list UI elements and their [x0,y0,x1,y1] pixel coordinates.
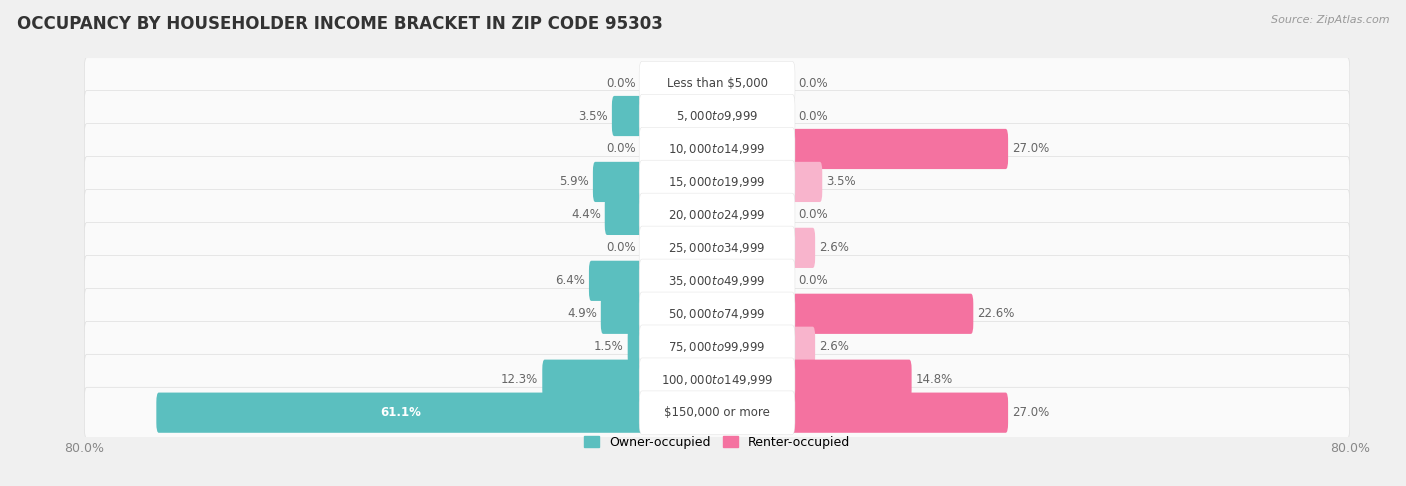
Text: 1.5%: 1.5% [593,340,624,353]
Text: $20,000 to $24,999: $20,000 to $24,999 [668,208,766,222]
FancyBboxPatch shape [593,162,644,202]
FancyBboxPatch shape [543,360,644,400]
FancyBboxPatch shape [640,391,794,434]
Text: 61.1%: 61.1% [380,406,420,419]
FancyBboxPatch shape [640,61,794,105]
FancyBboxPatch shape [84,156,1350,208]
FancyBboxPatch shape [605,195,644,235]
FancyBboxPatch shape [640,193,794,237]
FancyBboxPatch shape [84,387,1350,438]
FancyBboxPatch shape [640,358,794,401]
Text: 2.6%: 2.6% [820,340,849,353]
Text: 0.0%: 0.0% [606,142,636,156]
FancyBboxPatch shape [84,321,1350,372]
Text: OCCUPANCY BY HOUSEHOLDER INCOME BRACKET IN ZIP CODE 95303: OCCUPANCY BY HOUSEHOLDER INCOME BRACKET … [17,15,662,33]
FancyBboxPatch shape [84,256,1350,306]
Text: 3.5%: 3.5% [578,109,607,122]
Text: 5.9%: 5.9% [560,175,589,189]
Text: 0.0%: 0.0% [799,274,828,287]
Text: $150,000 or more: $150,000 or more [664,406,770,419]
FancyBboxPatch shape [790,162,823,202]
Text: 4.9%: 4.9% [567,307,596,320]
FancyBboxPatch shape [640,292,794,335]
Text: 4.4%: 4.4% [571,208,600,222]
Text: 22.6%: 22.6% [977,307,1015,320]
FancyBboxPatch shape [790,360,911,400]
FancyBboxPatch shape [640,259,794,303]
FancyBboxPatch shape [84,123,1350,174]
Legend: Owner-occupied, Renter-occupied: Owner-occupied, Renter-occupied [579,431,855,454]
FancyBboxPatch shape [640,325,794,368]
Text: $10,000 to $14,999: $10,000 to $14,999 [668,142,766,156]
Text: 12.3%: 12.3% [501,373,538,386]
Text: $25,000 to $34,999: $25,000 to $34,999 [668,241,766,255]
Text: 0.0%: 0.0% [606,76,636,89]
Text: 0.0%: 0.0% [799,208,828,222]
FancyBboxPatch shape [640,94,794,138]
FancyBboxPatch shape [790,393,1008,433]
Text: 0.0%: 0.0% [799,109,828,122]
FancyBboxPatch shape [589,260,644,301]
Text: Less than $5,000: Less than $5,000 [666,76,768,89]
FancyBboxPatch shape [640,160,794,204]
FancyBboxPatch shape [84,190,1350,240]
FancyBboxPatch shape [640,127,794,171]
FancyBboxPatch shape [84,90,1350,141]
Text: 0.0%: 0.0% [606,242,636,254]
Text: 14.8%: 14.8% [915,373,953,386]
FancyBboxPatch shape [640,226,794,270]
Text: $75,000 to $99,999: $75,000 to $99,999 [668,340,766,354]
Text: $50,000 to $74,999: $50,000 to $74,999 [668,307,766,321]
Text: 2.6%: 2.6% [820,242,849,254]
FancyBboxPatch shape [84,288,1350,339]
FancyBboxPatch shape [84,223,1350,273]
Text: $5,000 to $9,999: $5,000 to $9,999 [676,109,758,123]
FancyBboxPatch shape [790,129,1008,169]
Text: $15,000 to $19,999: $15,000 to $19,999 [668,175,766,189]
Text: Source: ZipAtlas.com: Source: ZipAtlas.com [1271,15,1389,25]
FancyBboxPatch shape [156,393,644,433]
FancyBboxPatch shape [84,58,1350,108]
Text: 3.5%: 3.5% [827,175,856,189]
FancyBboxPatch shape [627,327,644,367]
Text: $35,000 to $49,999: $35,000 to $49,999 [668,274,766,288]
FancyBboxPatch shape [600,294,644,334]
Text: 27.0%: 27.0% [1012,406,1049,419]
FancyBboxPatch shape [612,96,644,136]
Text: 0.0%: 0.0% [799,76,828,89]
FancyBboxPatch shape [790,327,815,367]
Text: $100,000 to $149,999: $100,000 to $149,999 [661,373,773,387]
Text: 27.0%: 27.0% [1012,142,1049,156]
FancyBboxPatch shape [790,294,973,334]
FancyBboxPatch shape [84,354,1350,405]
FancyBboxPatch shape [790,228,815,268]
Text: 6.4%: 6.4% [555,274,585,287]
